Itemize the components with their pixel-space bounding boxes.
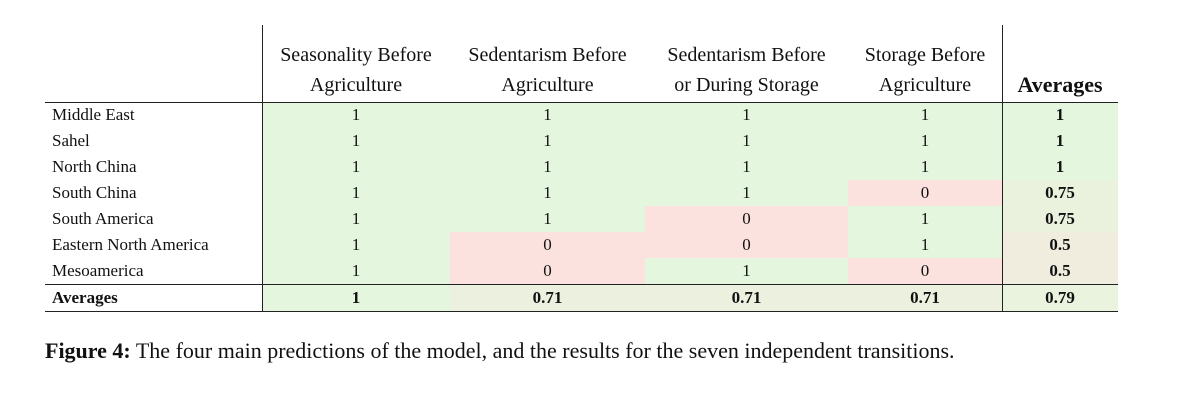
row-label: North China <box>52 157 137 176</box>
row-label: Middle East <box>52 105 135 124</box>
cell: 1 <box>450 206 645 232</box>
cell: 1 <box>262 154 450 180</box>
header-line: or During Storage <box>674 74 819 96</box>
cell: 1 <box>645 102 848 128</box>
row-label: Mesoamerica <box>52 261 144 280</box>
header-line: Sedentarism Before <box>667 44 826 66</box>
cell: 1 <box>1002 128 1118 154</box>
cell: 1 <box>645 154 848 180</box>
cell: 0.75 <box>1002 206 1118 232</box>
row-label: South China <box>52 183 137 202</box>
cell: 1 <box>1002 102 1118 128</box>
column-header: Averages <box>1002 70 1118 100</box>
rule <box>262 25 263 311</box>
cell: 1 <box>848 102 1002 128</box>
cell: 0 <box>645 232 848 258</box>
column-header: Sedentarism Before or During Storage <box>645 40 848 100</box>
rule <box>45 284 1118 285</box>
header-line: Sedentarism Before <box>468 44 627 66</box>
cell: 1 <box>848 128 1002 154</box>
header-line: Agriculture <box>309 74 403 96</box>
cell: 1 <box>848 206 1002 232</box>
cell: 1 <box>262 206 450 232</box>
cell: 0.71 <box>450 285 645 311</box>
row-label: Sahel <box>52 131 90 150</box>
cell: 0.71 <box>645 285 848 311</box>
header-line: Averages <box>1017 72 1103 97</box>
cell: 0 <box>848 180 1002 206</box>
column-header: Storage Before Agriculture <box>848 40 1002 100</box>
header-line: Agriculture <box>501 74 594 96</box>
cell: 1 <box>450 102 645 128</box>
rule <box>45 102 1118 103</box>
cell: 0.71 <box>848 285 1002 311</box>
cell: 0 <box>450 232 645 258</box>
row-label: Averages <box>52 288 118 307</box>
rule <box>1002 25 1003 311</box>
row-label: Eastern North America <box>52 235 209 254</box>
cell: 1 <box>262 128 450 154</box>
cell: 1 <box>645 128 848 154</box>
cell: 1 <box>262 180 450 206</box>
row-label: South America <box>52 209 154 228</box>
cell: 1 <box>848 232 1002 258</box>
cell: 0 <box>848 258 1002 284</box>
cell: 1 <box>645 258 848 284</box>
caption-text: The four main predictions of the model, … <box>135 338 955 363</box>
cell: 0 <box>450 258 645 284</box>
cell: 1 <box>645 180 848 206</box>
cell: 0.79 <box>1002 285 1118 311</box>
header-line: Storage Before <box>864 44 986 66</box>
caption-label: Figure 4: <box>45 338 131 363</box>
cell: 1 <box>262 102 450 128</box>
cell: 1 <box>450 180 645 206</box>
cell: 0.5 <box>1002 258 1118 284</box>
caption: Figure 4: The four main predictions of t… <box>45 336 1155 366</box>
column-header: Sedentarism Before Agriculture <box>450 40 645 100</box>
rule <box>45 311 1118 312</box>
cell: 1 <box>262 285 450 311</box>
cell: 1 <box>262 232 450 258</box>
header-line: Agriculture <box>878 74 972 96</box>
header-line: Seasonality Before <box>280 44 432 66</box>
column-header: Seasonality Before Agriculture <box>262 40 450 100</box>
cell: 1 <box>848 154 1002 180</box>
cell: 1 <box>1002 154 1118 180</box>
cell: 0 <box>645 206 848 232</box>
cell: 1 <box>450 128 645 154</box>
cell: 0.5 <box>1002 232 1118 258</box>
cell: 1 <box>262 258 450 284</box>
cell: 1 <box>450 154 645 180</box>
cell: 0.75 <box>1002 180 1118 206</box>
